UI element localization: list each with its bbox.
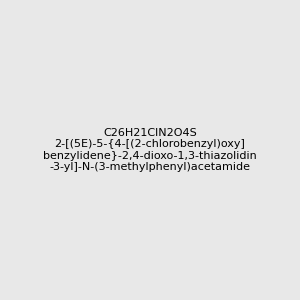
Text: C26H21ClN2O4S
2-[(5E)-5-{4-[(2-chlorobenzyl)oxy]
benzylidene}-2,4-dioxo-1,3-thia: C26H21ClN2O4S 2-[(5E)-5-{4-[(2-chloroben… [43, 128, 257, 172]
